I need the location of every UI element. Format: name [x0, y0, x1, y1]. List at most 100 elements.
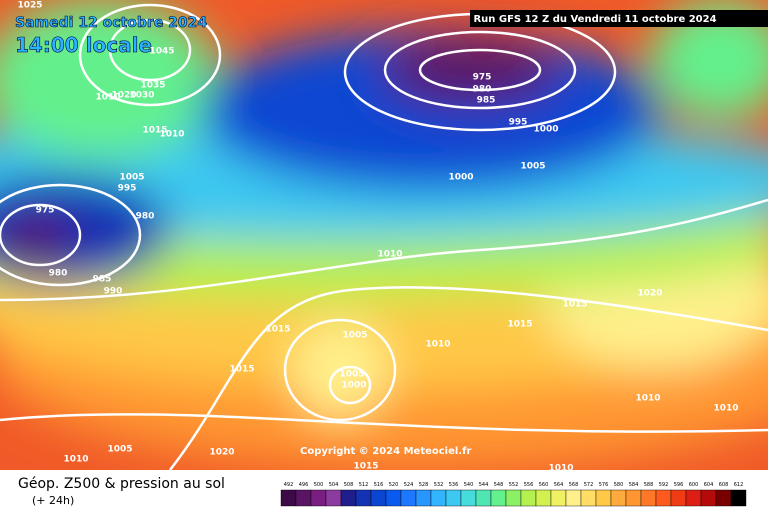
isobar-label: 1045 — [149, 47, 174, 57]
isobar-label: 1010 — [377, 250, 402, 260]
legend-label: 492 — [284, 482, 294, 488]
legend-label: 560 — [539, 482, 549, 488]
isobar-label: 1010 — [63, 455, 88, 465]
field — [0, 0, 768, 471]
isobar-label: 1015 — [142, 126, 167, 136]
isobar-label: 1005 — [520, 162, 545, 172]
isobar-label: 1015 — [229, 365, 254, 375]
run-info: Run GFS 12 Z du Vendredi 11 octobre 2024 — [473, 14, 716, 25]
isobar-label: 1010 — [713, 404, 738, 414]
legend-label: 516 — [374, 482, 384, 488]
legend-swatch — [625, 489, 642, 507]
isobar-label: 1030 — [129, 91, 154, 101]
legend-label: 564 — [554, 482, 564, 488]
legend-label: 608 — [719, 482, 729, 488]
run-box — [470, 10, 768, 27]
legend-swatch — [580, 489, 597, 507]
legend-swatch — [370, 489, 387, 507]
legend-swatch — [730, 489, 747, 507]
isobar-label: 1020 — [111, 91, 136, 101]
isobar-label: 1000 — [533, 125, 558, 135]
isobar-label: 1035 — [140, 81, 165, 91]
isobar-label: 990 — [104, 287, 123, 297]
legend-swatch — [655, 489, 672, 507]
legend-label: 544 — [479, 482, 489, 488]
isobar-label: 1005 — [342, 331, 367, 341]
legend-swatch — [385, 489, 402, 507]
legend-swatch — [445, 489, 462, 507]
legend-label: 540 — [464, 482, 474, 488]
legend-label: 612 — [734, 482, 744, 488]
isobar-label: 975 — [473, 73, 492, 83]
legend-swatch — [340, 489, 357, 507]
legend-swatch — [430, 489, 447, 507]
isobar-label: 975 — [36, 206, 55, 216]
legend-swatch — [415, 489, 432, 507]
legend-swatch — [475, 489, 492, 507]
legend-label: 520 — [389, 482, 399, 488]
legend-swatch — [595, 489, 612, 507]
legend-label: 552 — [509, 482, 519, 488]
isobar-label: 1025 — [17, 1, 42, 11]
isobar-label: 1015 — [562, 300, 587, 310]
isobar-label: 995 — [509, 118, 528, 128]
isobar-label: 1010 — [425, 340, 450, 350]
legend-swatch — [715, 489, 732, 507]
isobar-label: 985 — [93, 275, 112, 285]
legend-swatch — [505, 489, 522, 507]
isobar-label: 1020 — [637, 289, 662, 299]
isobar-label: 985 — [477, 96, 496, 106]
legend-swatch — [280, 489, 297, 507]
legend-swatch — [325, 489, 342, 507]
legend-label: 496 — [299, 482, 309, 488]
time: 14:00 locale — [15, 33, 152, 57]
legend-swatch — [640, 489, 657, 507]
legend-label: 528 — [419, 482, 429, 488]
isobar-label: 1005 — [119, 173, 144, 183]
legend-swatch — [535, 489, 552, 507]
legend-label: 584 — [629, 482, 639, 488]
isobar-label: 1000 — [341, 381, 366, 391]
isobar-label: 1015 — [265, 325, 290, 335]
legend-swatch — [700, 489, 717, 507]
legend-label: 588 — [644, 482, 654, 488]
legend-swatch — [685, 489, 702, 507]
legend-label: 580 — [614, 482, 624, 488]
isobar-label: 1020 — [209, 448, 234, 458]
legend-label: 524 — [404, 482, 414, 488]
date: Samedi 12 octobre 2024 — [15, 15, 207, 31]
copyright: Copyright © 2024 Meteociel.fr — [300, 446, 471, 457]
legend-label: 504 — [329, 482, 339, 488]
isobar-label: 980 — [473, 85, 492, 95]
legend-swatch — [400, 489, 417, 507]
isobar-label: 1000 — [448, 173, 473, 183]
legend-label: 512 — [359, 482, 369, 488]
isobar-label: 1015 — [353, 462, 378, 472]
legend-swatch — [610, 489, 627, 507]
isobar-label: 1005 — [339, 370, 364, 380]
legend-swatch — [565, 489, 582, 507]
isobar-label: 1010 — [548, 464, 573, 474]
legend-swatch — [460, 489, 477, 507]
legend-label: 592 — [659, 482, 669, 488]
legend-swatch — [520, 489, 537, 507]
footer-lead: (+ 24h) — [32, 494, 74, 507]
legend-label: 572 — [584, 482, 594, 488]
legend-label: 556 — [524, 482, 534, 488]
isobar-label: 1015 — [507, 320, 532, 330]
legend-swatch — [670, 489, 687, 507]
isobar-label: 1010 — [95, 93, 120, 103]
legend-swatch — [490, 489, 507, 507]
legend-label: 548 — [494, 482, 504, 488]
legend-label: 568 — [569, 482, 579, 488]
isobar-label: 995 — [118, 184, 137, 194]
footer-title: Géop. Z500 & pression au sol — [18, 476, 225, 492]
legend-label: 576 — [599, 482, 609, 488]
legend-label: 508 — [344, 482, 354, 488]
legend-swatch — [295, 489, 312, 507]
legend-label: 536 — [449, 482, 459, 488]
legend-swatch — [550, 489, 567, 507]
legend-label: 600 — [689, 482, 699, 488]
